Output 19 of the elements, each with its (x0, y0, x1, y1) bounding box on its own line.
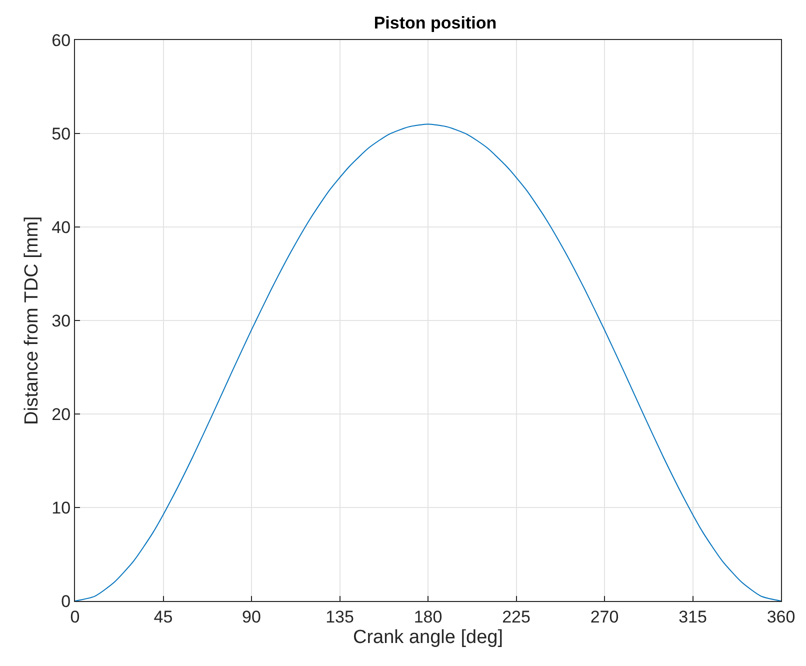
y-axis-title: Distance from TDC [mm] (22, 216, 43, 425)
y-tick-label: 60 (52, 30, 71, 50)
x-tick-label: 180 (414, 607, 442, 626)
x-tick-label: 45 (154, 607, 173, 626)
y-tick-label: 30 (52, 311, 71, 330)
y-tick-label: 40 (52, 218, 71, 237)
x-tick-label: 270 (590, 607, 619, 626)
line-series (75, 124, 781, 601)
x-tick-label: 315 (678, 607, 707, 626)
x-tick-label: 360 (766, 607, 796, 626)
x-tick-label: 90 (242, 607, 261, 626)
y-tick-label: 10 (52, 498, 71, 518)
y-tick-label: 20 (52, 404, 71, 424)
y-tick-label: 0 (61, 592, 71, 611)
x-tick-label: 225 (502, 607, 530, 626)
x-axis-title: Crank angle [deg] (353, 627, 503, 648)
chart-title: Piston position (374, 14, 497, 33)
x-tick-label: 135 (326, 607, 354, 626)
y-tick-label: 50 (52, 124, 71, 144)
